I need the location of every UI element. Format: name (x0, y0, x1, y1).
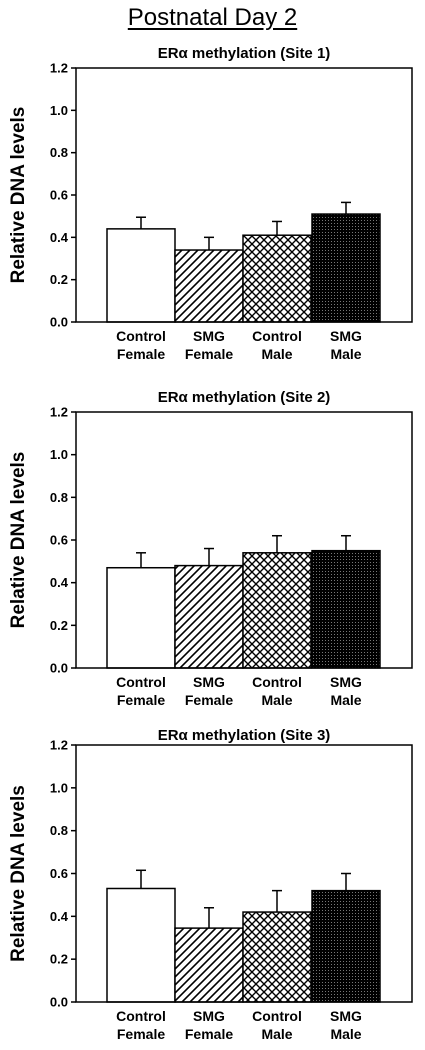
x-tick-label: SMG (330, 328, 362, 344)
x-tick-label: Female (185, 1026, 233, 1042)
chart-panel-1: ERα methylation (Site 1) Relative DNA lev… (8, 45, 413, 362)
y-tick-label: 0.6 (50, 533, 68, 548)
bar (311, 549, 381, 669)
x-tick-label: Female (117, 346, 165, 362)
panel-title: ERα methylation (Site 1) (158, 45, 331, 62)
y-tick-label: 0.8 (50, 145, 68, 160)
y-tick-label: 1.2 (50, 405, 68, 420)
y-tick-label: 0.0 (50, 995, 68, 1010)
bar (106, 566, 176, 669)
x-tick-label: Control (116, 328, 166, 344)
x-tick-label: Male (261, 692, 292, 708)
x-tick-label: Control (252, 328, 302, 344)
y-tick-label: 1.0 (50, 103, 68, 118)
x-tick-label: SMG (330, 674, 362, 690)
y-tick-label: 0.4 (50, 575, 69, 590)
panel-title: ERα methylation (Site 3) (158, 727, 331, 744)
y-tick-label: 0.0 (50, 315, 68, 330)
y-tick-label: 0.6 (50, 188, 68, 203)
bar (242, 552, 312, 669)
y-axis-label: Relative DNA levels (8, 785, 29, 962)
y-tick-label: 0.2 (50, 272, 68, 287)
x-tick-label: Control (252, 674, 302, 690)
y-tick-label: 1.2 (50, 61, 68, 76)
x-tick-label: SMG (193, 1008, 225, 1024)
bar (311, 889, 381, 1003)
y-axis-label: Relative DNA levels (8, 107, 29, 284)
chart-panel-3: ERα methylation (Site 3) Relative DNA lev… (8, 727, 413, 1042)
x-tick-label: Male (261, 1026, 292, 1042)
y-axis-label: Relative DNA levels (8, 452, 29, 629)
x-tick-label: SMG (193, 328, 225, 344)
y-tick-label: 1.0 (50, 447, 68, 462)
chart-panel-2: ERα methylation (Site 2) Relative DNA lev… (8, 389, 413, 708)
x-tick-label: Male (330, 346, 361, 362)
x-tick-label: Control (116, 1008, 166, 1024)
x-tick-label: Control (116, 674, 166, 690)
x-tick-label: Control (252, 1008, 302, 1024)
x-tick-label: SMG (330, 1008, 362, 1024)
y-tick-label: 0.4 (50, 909, 69, 924)
y-tick-label: 0.4 (50, 230, 69, 245)
bar (106, 228, 176, 323)
bar (242, 234, 312, 323)
bar (311, 213, 381, 323)
y-tick-label: 0.8 (50, 823, 68, 838)
y-tick-label: 0.6 (50, 866, 68, 881)
page-title: Postnatal Day 2 (127, 4, 298, 31)
bar (242, 911, 312, 1003)
y-tick-label: 1.2 (50, 738, 68, 753)
y-tick-label: 1.0 (50, 780, 68, 795)
bar (174, 927, 244, 1003)
bar (106, 887, 176, 1003)
y-tick-label: 0.8 (50, 490, 68, 505)
bar (174, 564, 244, 669)
bar (174, 249, 244, 323)
x-tick-label: Female (185, 346, 233, 362)
x-tick-label: SMG (193, 674, 225, 690)
y-tick-label: 0.2 (50, 952, 68, 967)
y-tick-label: 0.0 (50, 661, 68, 676)
x-tick-label: Male (330, 1026, 361, 1042)
x-tick-label: Male (330, 692, 361, 708)
y-tick-label: 0.2 (50, 618, 68, 633)
panel-title: ERα methylation (Site 2) (158, 389, 331, 406)
x-tick-label: Male (261, 346, 292, 362)
x-tick-label: Female (117, 1026, 165, 1042)
x-tick-label: Female (185, 692, 233, 708)
x-tick-label: Female (117, 692, 165, 708)
